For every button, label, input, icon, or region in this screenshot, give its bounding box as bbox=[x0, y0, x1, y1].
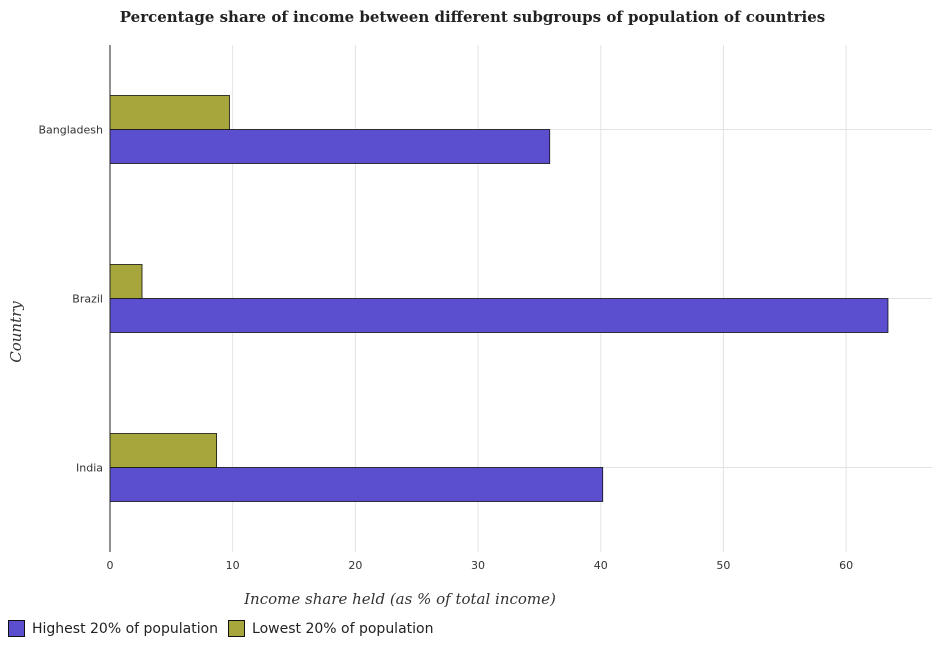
x-tick-label: 20 bbox=[348, 559, 362, 572]
legend-label-lowest: Lowest 20% of population bbox=[252, 620, 434, 637]
x-axis-label: Income share held (as % of total income) bbox=[243, 590, 556, 608]
legend-swatch-highest bbox=[8, 620, 25, 637]
x-tick-label: 60 bbox=[839, 559, 853, 572]
y-tick-label: Brazil bbox=[72, 293, 103, 306]
x-tick-label: 10 bbox=[226, 559, 240, 572]
bar-lowest-brazil bbox=[109, 264, 143, 299]
legend-item-lowest: Lowest 20% of population bbox=[228, 620, 433, 637]
bar-lowest-bangladesh bbox=[109, 95, 230, 130]
legend-item-highest: Highest 20% of population bbox=[8, 620, 218, 637]
x-tick-label: 40 bbox=[594, 559, 608, 572]
x-tick-label: 50 bbox=[716, 559, 730, 572]
x-tick-label: 0 bbox=[107, 559, 114, 572]
bar-lowest-india bbox=[109, 433, 218, 468]
y-tick-label: India bbox=[76, 462, 103, 475]
legend-label-highest: Highest 20% of population bbox=[32, 620, 219, 637]
bar-highest-bangladesh bbox=[109, 129, 551, 164]
bars bbox=[109, 95, 889, 502]
x-tick-label: 30 bbox=[471, 559, 485, 572]
bar-highest-brazil bbox=[109, 298, 889, 333]
y-tick-label: Bangladesh bbox=[39, 124, 104, 137]
y-axis-label: Country bbox=[7, 301, 25, 363]
axes: 0 10 20 30 40 50 60 Bangladesh Brazil India bbox=[39, 45, 853, 572]
chart-title: Percentage share of income between diffe… bbox=[119, 8, 826, 26]
legend: Highest 20% of population Lowest 20% of … bbox=[8, 620, 443, 637]
bar-highest-india bbox=[109, 467, 604, 502]
legend-swatch-lowest bbox=[228, 620, 246, 637]
